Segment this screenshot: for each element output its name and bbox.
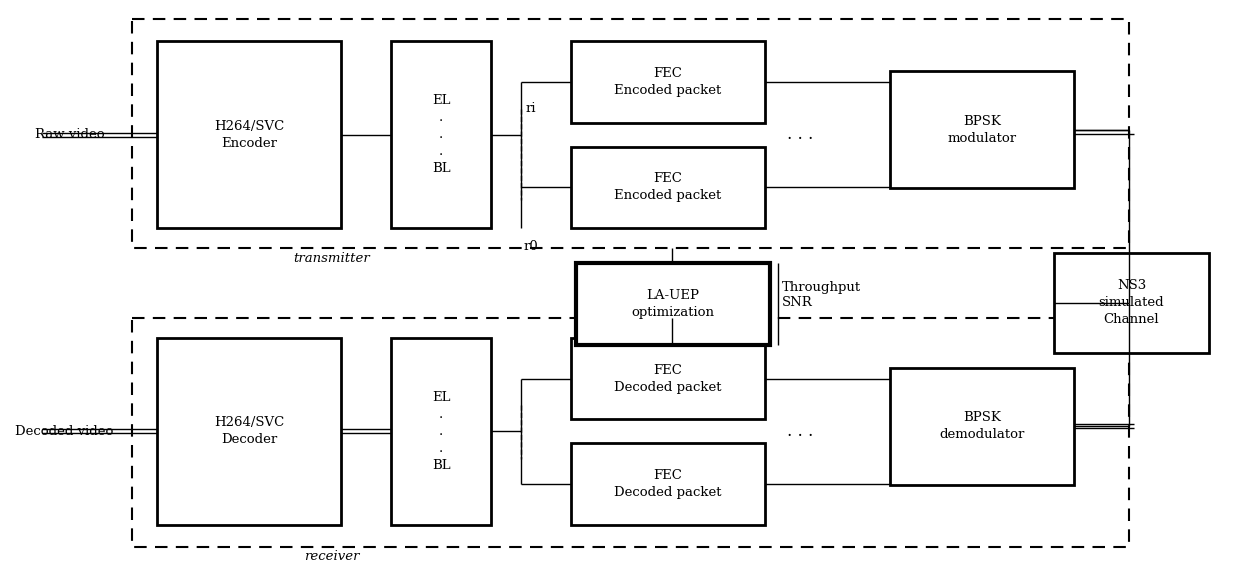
Bar bbox=[890, 71, 1074, 188]
Bar bbox=[157, 41, 341, 228]
Bar bbox=[392, 41, 491, 228]
Bar bbox=[157, 337, 341, 525]
Text: Raw video: Raw video bbox=[36, 128, 105, 141]
Text: . . .: . . . bbox=[787, 126, 813, 143]
Bar bbox=[570, 147, 765, 228]
Text: FEC
Decoded packet: FEC Decoded packet bbox=[614, 364, 722, 393]
Text: r0: r0 bbox=[523, 240, 538, 253]
Bar bbox=[890, 368, 1074, 485]
Text: FEC
Encoded packet: FEC Encoded packet bbox=[614, 67, 722, 97]
Text: ri: ri bbox=[526, 102, 536, 115]
Bar bbox=[570, 337, 765, 419]
Text: transmitter: transmitter bbox=[293, 252, 370, 264]
Text: . . .: . . . bbox=[787, 423, 813, 440]
Bar bbox=[570, 443, 765, 525]
Bar bbox=[133, 19, 1128, 248]
Bar bbox=[133, 318, 1128, 546]
Text: LA-UEP
optimization: LA-UEP optimization bbox=[631, 289, 714, 319]
Text: FEC
Decoded packet: FEC Decoded packet bbox=[614, 469, 722, 499]
Text: FEC
Encoded packet: FEC Encoded packet bbox=[614, 172, 722, 203]
Text: receiver: receiver bbox=[304, 550, 360, 563]
Text: Decoded video: Decoded video bbox=[15, 425, 114, 438]
Text: Throughput
SNR: Throughput SNR bbox=[782, 281, 862, 309]
Text: NS3
simulated
Channel: NS3 simulated Channel bbox=[1099, 279, 1164, 327]
Bar bbox=[575, 263, 770, 345]
Bar bbox=[570, 41, 765, 123]
Text: EL
.
.
.
BL: EL . . . BL bbox=[432, 94, 450, 175]
Text: EL
.
.
.
BL: EL . . . BL bbox=[432, 391, 450, 472]
Text: H264/SVC
Encoder: H264/SVC Encoder bbox=[215, 120, 284, 150]
Bar bbox=[392, 337, 491, 525]
Text: BPSK
demodulator: BPSK demodulator bbox=[939, 411, 1024, 441]
Bar bbox=[1054, 253, 1209, 353]
Text: BPSK
modulator: BPSK modulator bbox=[947, 115, 1017, 145]
Text: H264/SVC
Decoder: H264/SVC Decoder bbox=[215, 416, 284, 447]
